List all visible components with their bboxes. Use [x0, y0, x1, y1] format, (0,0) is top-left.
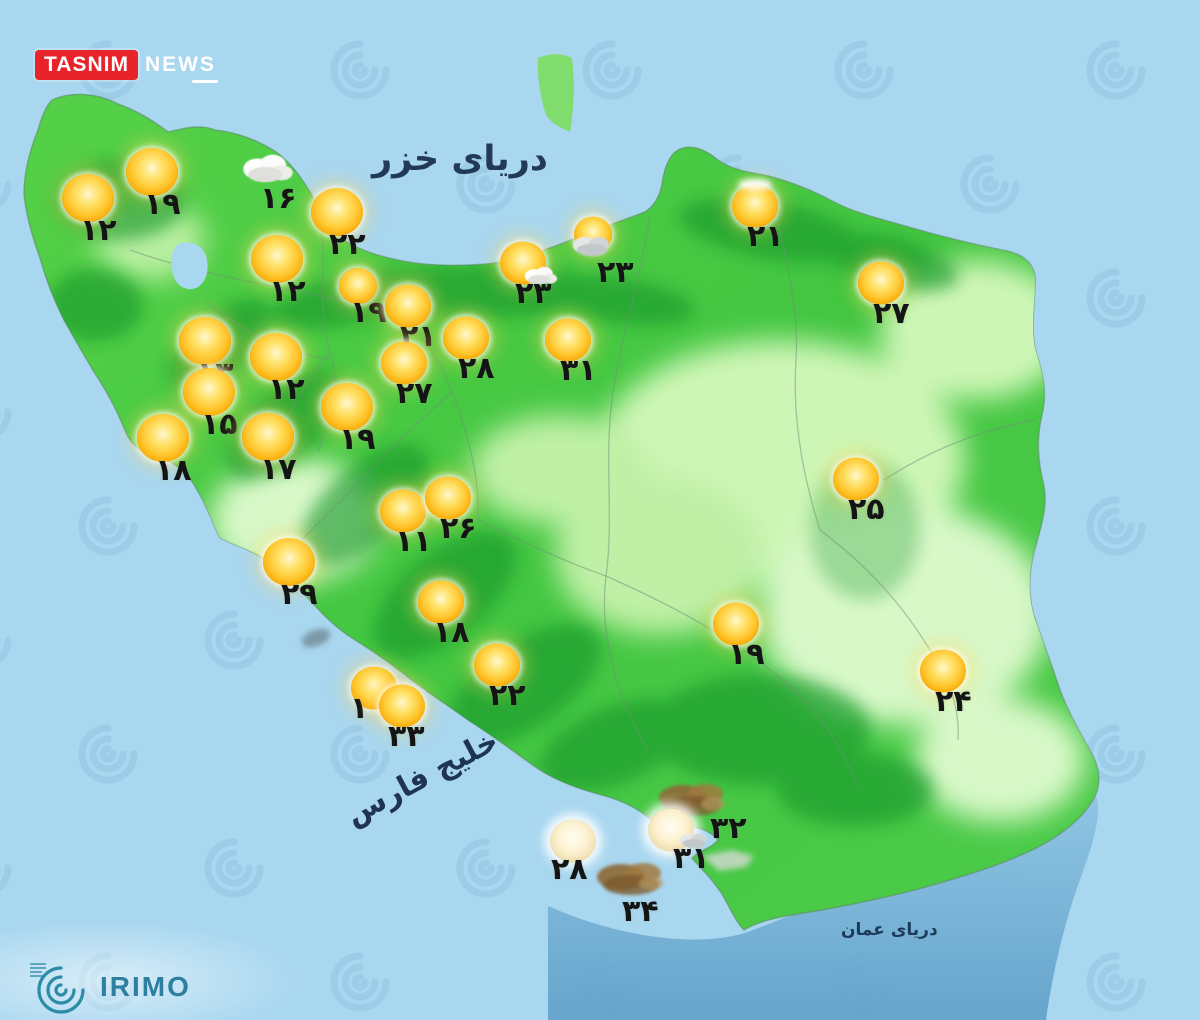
sun-icon	[242, 413, 294, 461]
dust-cloud-icon	[659, 784, 725, 816]
temperature-label: ۱۶	[260, 180, 297, 216]
cloud-icon	[243, 154, 293, 183]
temperature-label: ۳۱	[673, 841, 710, 876]
caspian-sea-label: دریای خزر	[372, 139, 548, 179]
sun-icon	[385, 284, 431, 328]
sun-icon	[62, 174, 114, 222]
sun-icon	[137, 414, 189, 462]
sun-icon	[858, 261, 904, 305]
temperature-label: ۲۷	[873, 295, 910, 331]
temperature-label: ۲۲	[489, 677, 526, 713]
sun-icon	[443, 316, 489, 360]
sun-icon	[251, 235, 303, 283]
cloud-wisp	[738, 178, 772, 191]
caspian-north-strip	[537, 54, 574, 132]
temperature-label: ۲۵	[848, 491, 885, 527]
temperature-label: ۳۱	[560, 352, 597, 388]
sun-icon	[713, 602, 759, 646]
temperature-label: ۲۱	[747, 218, 784, 254]
sun-icon	[250, 333, 302, 381]
gray-cloud-icon	[572, 236, 609, 256]
temperature-label: ۱۱	[395, 523, 432, 559]
sun-icon	[263, 538, 315, 586]
irimo-text: IRIMO	[100, 971, 191, 1002]
temperature-label: ۱	[350, 691, 369, 726]
temperature-label: ۱۹	[728, 636, 765, 672]
sun-icon	[732, 184, 778, 228]
tasnim-news-logo: TASNIM NEWS	[35, 50, 218, 83]
temperature-label: ۱۲	[80, 213, 117, 248]
temperature-label: ۲۶	[440, 510, 477, 546]
sun-icon	[425, 476, 471, 520]
temperature-label: ۲۹	[281, 577, 318, 612]
temperature-label: ۱۹	[339, 422, 376, 457]
temperature-label: ۲۸	[458, 350, 495, 386]
tasnim-logo-box: TASNIM	[35, 50, 138, 80]
temperature-label: ۱۵	[201, 407, 238, 442]
irimo-spiral-icon	[30, 963, 85, 1014]
temperature-label: ۱۹	[144, 187, 181, 222]
oman-sea-label: دریای عمان	[841, 920, 938, 940]
sun-icon	[379, 684, 425, 728]
sun-icon	[179, 317, 231, 365]
sun-icon	[381, 341, 427, 385]
temperature-label: ۱۷	[260, 452, 297, 487]
tasnim-news-text: NEWS	[144, 53, 218, 83]
sun-icon	[550, 819, 596, 863]
sun-icon	[418, 580, 464, 624]
temperature-label: ۲۷	[396, 375, 433, 411]
gray-cloud-icon	[679, 833, 707, 849]
temperature-label: ۱۲	[269, 274, 306, 309]
sun-icon	[545, 318, 591, 362]
sun-icon	[183, 368, 235, 416]
news-text: NEWS	[144, 53, 216, 76]
temperature-label: ۱۸	[155, 453, 192, 488]
temperature-label: ۲۴	[935, 683, 972, 719]
sun-icon	[339, 268, 377, 304]
temperature-label: ۱۸	[433, 614, 470, 650]
temperature-label: ۱۲	[268, 372, 305, 407]
sun-icon	[311, 188, 363, 236]
temperature-label: ۲۸	[551, 852, 588, 887]
temperature-label: ۱۹	[350, 295, 387, 330]
temperature-label: ۳۴	[622, 894, 659, 929]
sun-icon	[321, 383, 373, 431]
irimo-logo: IRIMO	[28, 956, 191, 1018]
sun-icon	[126, 148, 178, 196]
hormuz-islands	[301, 628, 754, 871]
sun-icon	[380, 489, 426, 533]
tasnim-underline	[191, 80, 218, 83]
sun-icon	[920, 649, 966, 693]
temperature-label: ۲۳	[515, 275, 552, 311]
sun-icon	[833, 457, 879, 501]
cloud-icon	[524, 266, 558, 285]
temperature-label: ۲۳	[597, 255, 634, 290]
temperature-label: ۳۳	[388, 719, 425, 754]
dust-cloud-icon	[597, 863, 663, 895]
temperature-label: ۲۲	[329, 227, 366, 262]
sun-icon	[474, 643, 520, 687]
lake-urmia	[171, 242, 208, 290]
temperature-label: ۳۲	[710, 811, 747, 846]
terrain-shading	[47, 160, 1085, 826]
